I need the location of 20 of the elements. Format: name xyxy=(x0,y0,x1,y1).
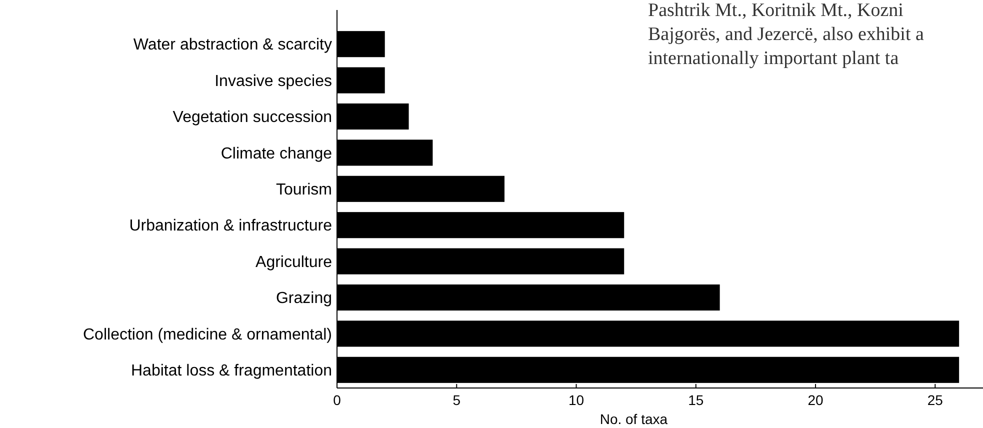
x-tick-label: 5 xyxy=(452,392,461,408)
y-tick-label: Grazing xyxy=(276,290,332,308)
annotation: Bajgorës, and Jezercë, also exhibit a xyxy=(648,24,924,45)
y-tick-label: Vegetation succession xyxy=(172,109,332,126)
annotation: internationally important plant ta xyxy=(648,48,900,69)
x-tick-label: 15 xyxy=(688,392,704,408)
annotation: Pashtrik Mt., Koritnik Mt., Kozni xyxy=(648,0,904,21)
x-axis-title: No. of taxa xyxy=(600,411,668,427)
y-tick-label: Collection (medicine & ornamental) xyxy=(83,326,332,344)
x-tick-label: 25 xyxy=(927,392,944,408)
y-tick-label: Urbanization & infrastructure xyxy=(129,218,332,235)
y-tick-label: Climate change xyxy=(220,145,332,162)
y-tick-label: Habitat loss & fragmentation xyxy=(131,362,332,380)
y-tick-label: Invasive species xyxy=(214,72,332,90)
x-tick-label: 20 xyxy=(808,392,824,408)
y-tick-label: Tourism xyxy=(276,182,332,198)
y-tick-label: Water abstraction & scarcity xyxy=(133,36,332,54)
y-tick-label: Agriculture xyxy=(256,254,332,271)
x-tick-label: 10 xyxy=(568,392,584,408)
x-tick-label: 0 xyxy=(333,392,342,408)
